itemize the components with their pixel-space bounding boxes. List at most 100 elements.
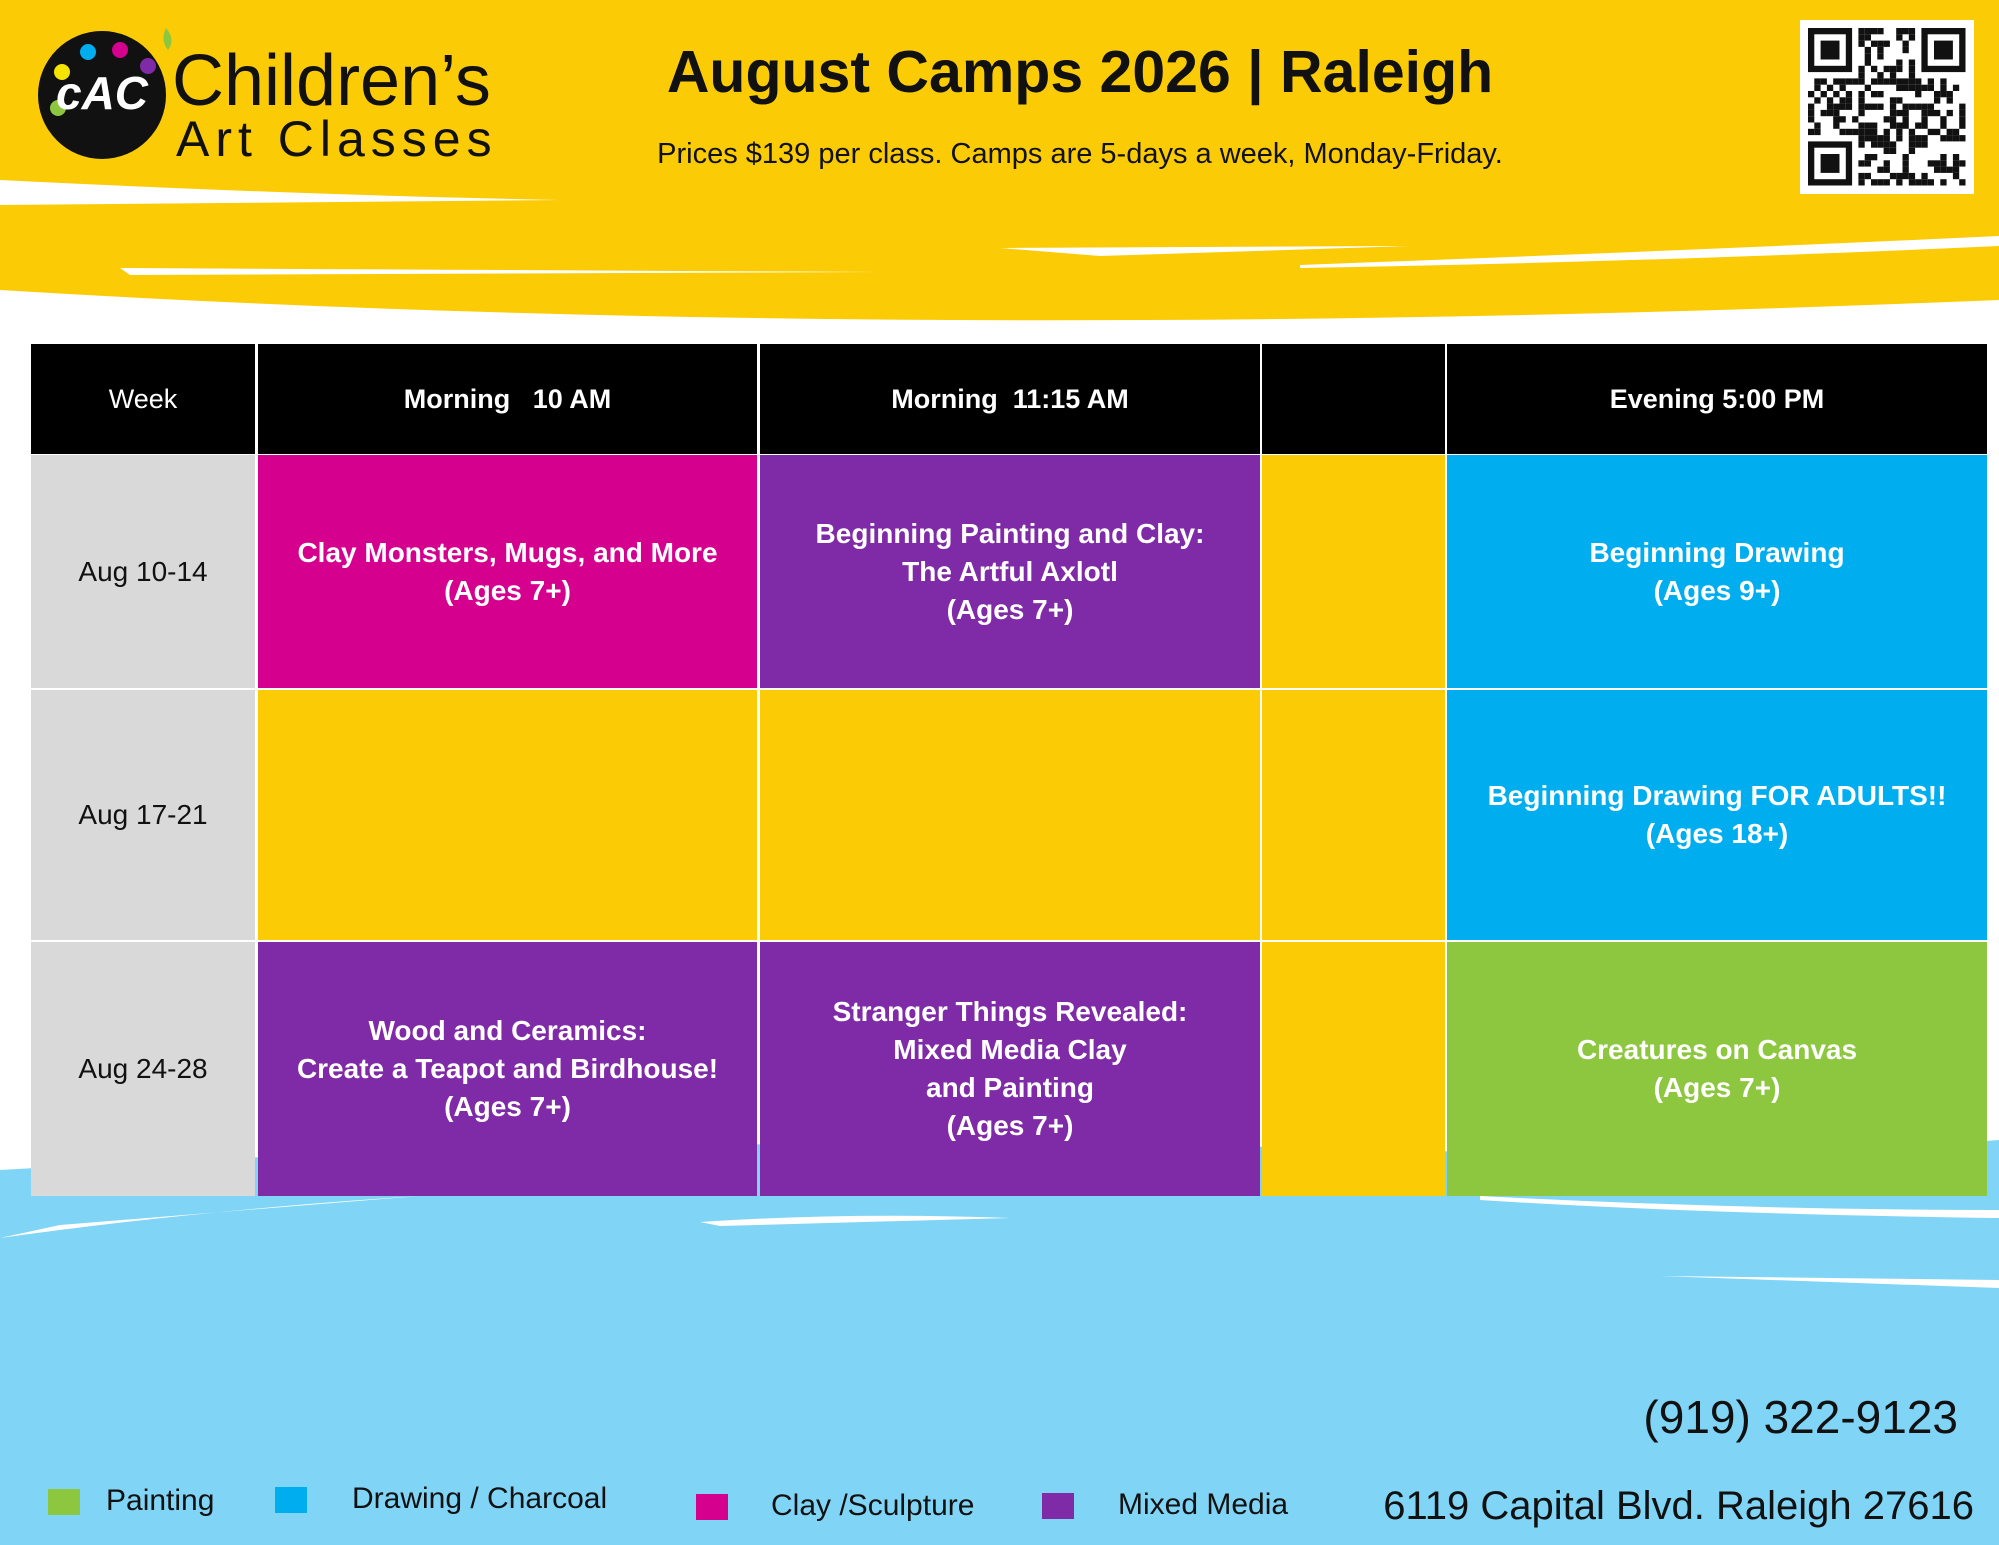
qr-module [1927, 179, 1934, 186]
qr-module [1889, 147, 1897, 154]
qr-module [1896, 84, 1903, 91]
qr-module [1858, 172, 1865, 180]
qr-module [1902, 46, 1909, 54]
qr-module [1826, 97, 1834, 104]
class-text: (Ages 7+) [444, 574, 571, 606]
qr-module [1915, 103, 1922, 110]
qr-module [1839, 84, 1846, 91]
week-cell: Aug 10-14 [31, 455, 255, 688]
qr-module [1820, 109, 1827, 117]
qr-module [1826, 84, 1834, 91]
qr-module [1877, 179, 1884, 186]
qr-module [1814, 78, 1821, 85]
logo-mark: cAC [55, 67, 149, 119]
qr-module [1952, 160, 1960, 167]
legend-label: Clay /Sculpture [771, 1489, 975, 1522]
qr-module [1927, 78, 1934, 85]
title: August Camps 2026 | Raleigh [666, 39, 1494, 105]
qr-module [1921, 84, 1928, 91]
header-cell: Week [31, 344, 255, 454]
qr-module [1927, 103, 1934, 110]
header-cell: Morning 11:15 AM [760, 344, 1260, 454]
qr-module [1883, 147, 1890, 154]
empty-cell [1262, 455, 1445, 688]
qr-module [1889, 103, 1897, 110]
qr-module [1896, 65, 1903, 73]
qr-module [1921, 109, 1928, 117]
qr-module [1896, 34, 1903, 41]
qr-module [1934, 109, 1941, 117]
legend-label: Mixed Media [1118, 1488, 1289, 1521]
qr-module [1927, 84, 1934, 91]
qr-module [1921, 103, 1928, 110]
qr-module [1883, 179, 1890, 186]
qr-module [1902, 166, 1909, 173]
qr-module [1858, 28, 1865, 35]
qr-module [1908, 172, 1916, 180]
qr-module [1845, 97, 1853, 104]
qr-module [1845, 103, 1853, 110]
empty-cell [1262, 942, 1445, 1196]
qr-module [1877, 46, 1884, 54]
qr-module [1896, 135, 1903, 142]
qr-module [1946, 135, 1953, 142]
qr-module [1946, 166, 1953, 173]
qr-module [1946, 128, 1953, 136]
qr-module [1839, 116, 1846, 123]
qr-module [1883, 116, 1890, 123]
qr-module [1908, 128, 1916, 136]
qr-module [1908, 147, 1916, 154]
qr-module [1871, 40, 1878, 47]
qr-module [1915, 135, 1922, 142]
qr-module [1871, 135, 1878, 142]
qr-module [1902, 28, 1909, 35]
qr-module [1871, 91, 1878, 98]
streak [1300, 236, 1999, 268]
qr-module [1889, 72, 1897, 79]
qr-module [1814, 97, 1821, 104]
qr-module [1889, 141, 1897, 148]
qr-module [1902, 116, 1909, 123]
qr-module [1908, 65, 1916, 73]
qr-module [1889, 65, 1897, 73]
qr-module [1864, 53, 1871, 60]
qr-module [1864, 122, 1871, 129]
qr-module [1896, 78, 1903, 85]
logo-line2: Art Classes [176, 111, 498, 167]
qr-module [1852, 116, 1859, 123]
qr-module [1808, 109, 1815, 117]
qr-module [1934, 40, 1953, 60]
qr-module [1858, 78, 1865, 85]
qr-module [1864, 34, 1871, 41]
header-cell: Morning 10 AM [258, 344, 757, 454]
qr-module [1858, 103, 1865, 110]
qr-module [1858, 122, 1865, 129]
qr-module [1940, 135, 1947, 142]
qr-module [1934, 128, 1941, 136]
qr-module [1845, 91, 1853, 98]
qr-module [1952, 84, 1960, 91]
qr-module [1902, 122, 1909, 129]
class-text: (Ages 7+) [946, 593, 1074, 625]
streak [0, 180, 560, 205]
empty-cell [760, 690, 1260, 940]
yellow-band [0, 0, 1999, 330]
qr-module [1896, 97, 1903, 104]
qr-module [1940, 91, 1947, 98]
qr-module [1934, 166, 1941, 173]
qr-module [1871, 28, 1878, 35]
qr-module [1839, 97, 1846, 104]
qr-module [1959, 109, 1966, 117]
qr-module [1946, 109, 1953, 117]
qr-module [1908, 72, 1916, 79]
qr-module [1921, 122, 1928, 129]
qr-module [1864, 84, 1871, 91]
qr-module [1858, 65, 1865, 73]
qr-module [1952, 128, 1960, 136]
blue-band [0, 1140, 1999, 1545]
qr-module [1921, 179, 1928, 186]
qr-module [1845, 78, 1853, 85]
qr-module [1852, 78, 1859, 85]
qr-module [1908, 179, 1916, 186]
qr-module [1896, 109, 1903, 117]
